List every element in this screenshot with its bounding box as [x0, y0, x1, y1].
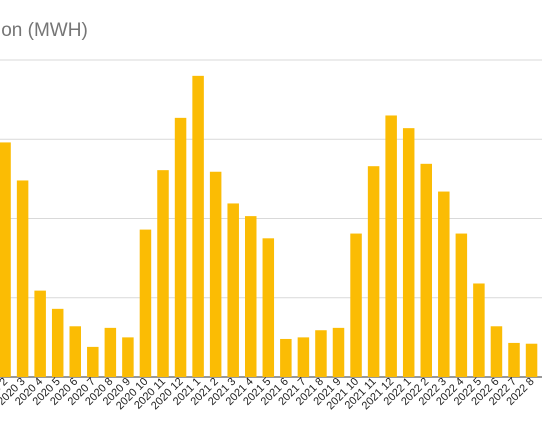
bar: [420, 163, 432, 377]
bar: [209, 171, 222, 377]
bar: [122, 337, 134, 377]
bar: [402, 128, 415, 377]
bar: [350, 233, 362, 377]
bar: [87, 346, 99, 377]
bar: [192, 75, 204, 377]
bar: [69, 326, 81, 377]
bar: [0, 142, 11, 377]
bar: [455, 233, 468, 377]
bar: [473, 283, 485, 377]
bar: [490, 326, 503, 377]
bar: [280, 338, 292, 377]
bar: [262, 238, 275, 377]
bar: [157, 170, 169, 377]
bar: [139, 229, 152, 377]
bar: [332, 327, 345, 377]
bar: [315, 330, 327, 377]
bar: [51, 308, 64, 377]
bar: [385, 115, 397, 377]
bar: [525, 343, 538, 377]
bars: [0, 75, 538, 377]
bar: [297, 337, 310, 377]
chart-title: ion (MWH): [0, 20, 88, 41]
bar: [104, 327, 117, 377]
bar: [174, 117, 187, 377]
bar: [438, 191, 450, 377]
bar: [16, 180, 29, 377]
bar: [367, 166, 380, 377]
bar: [245, 216, 257, 377]
bar: [227, 203, 239, 377]
bar: [34, 290, 46, 377]
bar: [508, 342, 520, 377]
